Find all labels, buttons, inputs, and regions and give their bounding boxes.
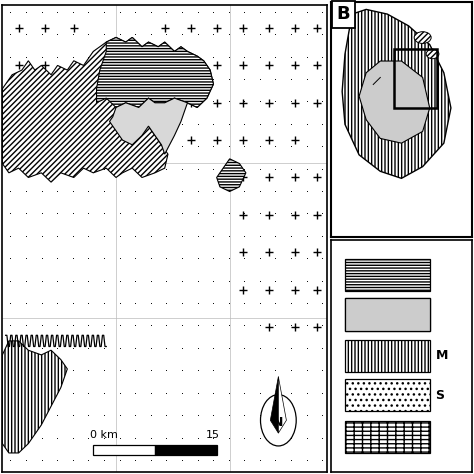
Polygon shape bbox=[2, 341, 67, 453]
Bar bbox=[155, 445, 217, 456]
Bar bbox=[345, 379, 430, 411]
Bar bbox=[394, 49, 437, 108]
Bar bbox=[345, 340, 430, 372]
Bar bbox=[345, 421, 430, 453]
Bar bbox=[345, 259, 430, 291]
Polygon shape bbox=[342, 9, 451, 178]
Bar bbox=[93, 445, 155, 456]
Polygon shape bbox=[217, 159, 246, 191]
Text: N: N bbox=[273, 416, 283, 429]
Polygon shape bbox=[278, 377, 286, 433]
Polygon shape bbox=[97, 37, 213, 108]
Ellipse shape bbox=[414, 32, 431, 44]
Circle shape bbox=[261, 394, 296, 446]
Ellipse shape bbox=[426, 49, 439, 59]
Polygon shape bbox=[359, 61, 430, 143]
Text: 0 km: 0 km bbox=[90, 430, 118, 440]
Polygon shape bbox=[2, 37, 213, 182]
Bar bbox=[345, 298, 430, 330]
Polygon shape bbox=[270, 377, 278, 433]
Polygon shape bbox=[109, 98, 187, 154]
Text: B: B bbox=[337, 5, 350, 23]
Text: M: M bbox=[436, 349, 448, 363]
Bar bbox=[345, 298, 430, 330]
Text: S: S bbox=[436, 389, 445, 402]
Text: 15: 15 bbox=[206, 430, 220, 440]
